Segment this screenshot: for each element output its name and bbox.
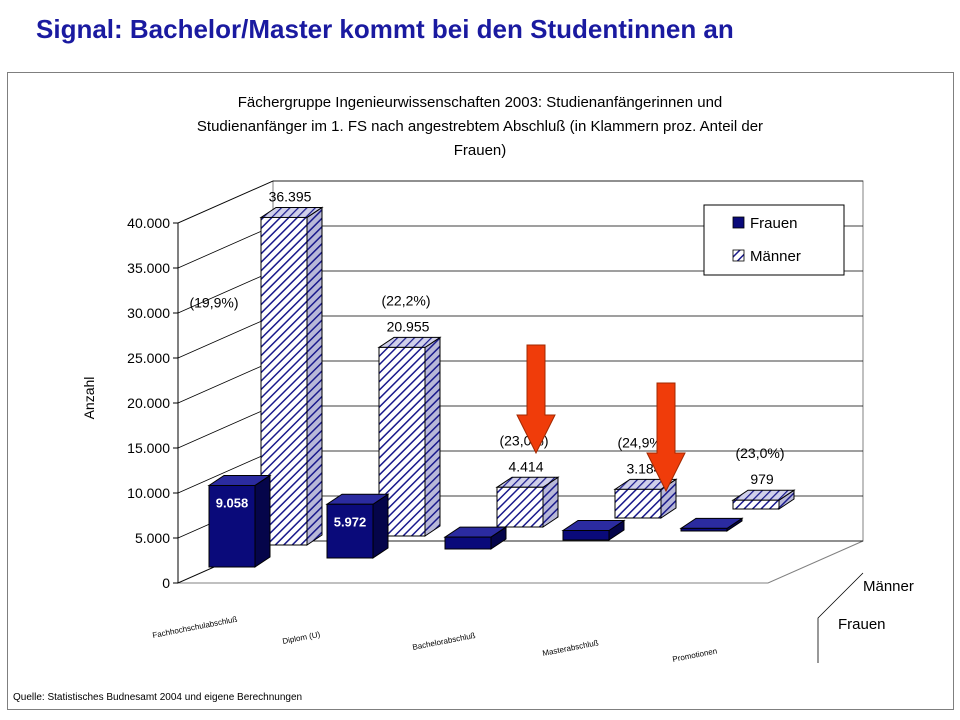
y-axis-label: Anzahl	[81, 377, 97, 420]
category-label: Bachelorabschluß	[412, 631, 477, 652]
plot-area: 0 5.000 10.000 15.000 20.000 25.000 30.000 35.0…	[127, 180, 914, 664]
chart-title-line-2: Studienanfänger im 1. FS nach angestrebt…	[197, 118, 763, 135]
bar	[562, 530, 610, 541]
y-tick-label: 10.000	[127, 485, 170, 501]
women-share-label: (22,2%)	[381, 292, 430, 308]
legend-swatch-maenner	[732, 249, 745, 262]
source-note: Quelle: Statistisches Budnesamt 2004 und…	[13, 692, 302, 703]
chart: Fächergruppe Ingenieurwissenschaften 200…	[13, 94, 914, 703]
legend-label-maenner: Männer	[750, 248, 801, 265]
y-tick-label: 35.000	[127, 260, 170, 276]
y-tick-label: 0	[162, 575, 170, 591]
data-label: 4.414	[508, 458, 543, 474]
chart-frame: Fächergruppe Ingenieurwissenschaften 200…	[7, 72, 954, 710]
legend-box	[703, 204, 845, 276]
bar-side	[254, 474, 271, 568]
legend-label-frauen: Frauen	[750, 215, 798, 232]
bar-side	[372, 493, 389, 559]
gridline	[177, 180, 863, 224]
slide-title: Signal: Bachelor/Master kommt bei den St…	[36, 14, 734, 44]
bar	[444, 536, 492, 550]
bar	[680, 527, 728, 532]
red-arrow	[516, 344, 556, 455]
y-tick-label: 5.000	[135, 530, 170, 546]
y-tick-label: 15.000	[127, 440, 170, 456]
data-label: 293	[693, 538, 715, 553]
depth-label-frauen: Frauen	[838, 616, 886, 633]
data-label: 20.955	[387, 318, 430, 334]
women-share-label: (19,9%)	[189, 294, 238, 310]
red-arrow	[646, 382, 686, 493]
data-label: 36.395	[269, 188, 312, 204]
data-label: 1.054	[570, 541, 603, 556]
bar-side	[424, 336, 441, 537]
y-tick-label: 25.000	[127, 350, 170, 366]
legend: Frauen Männer	[703, 204, 845, 276]
bar	[208, 484, 256, 568]
legend-swatch-frauen	[732, 216, 745, 229]
category-label: Promotionen	[672, 646, 718, 663]
y-tick-label: 20.000	[127, 395, 170, 411]
chart-title-line-1: Fächergruppe Ingenieurwissenschaften 200…	[238, 94, 723, 111]
bar	[496, 486, 544, 528]
data-label: 9.058	[216, 495, 249, 510]
depth-label-maenner: Männer	[863, 578, 914, 595]
chart-title-line-3: Frauen)	[454, 142, 507, 159]
bar	[326, 503, 374, 559]
floor	[177, 540, 864, 584]
category-label: Fachhochschulabschluß	[152, 615, 239, 640]
category-label: Diplom (U)	[282, 630, 322, 646]
data-label: 979	[750, 471, 774, 487]
bar	[614, 488, 662, 519]
y-tick-label: 30.000	[127, 305, 170, 321]
data-label: 1.322	[452, 547, 485, 562]
category-label: Masterabschluß	[542, 638, 600, 658]
bar-side	[306, 206, 323, 546]
women-share-label: (24,9%)	[617, 434, 666, 450]
data-label: 5.972	[334, 514, 367, 529]
depth-axis	[817, 572, 864, 663]
y-tick-label: 40.000	[127, 215, 170, 231]
women-share-label: (23,0%)	[735, 445, 784, 461]
bar	[732, 499, 780, 510]
